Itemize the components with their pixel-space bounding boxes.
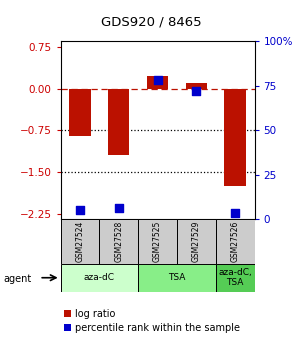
Text: aza-dC,
TSA: aza-dC, TSA [218,268,252,287]
Text: GSM27528: GSM27528 [114,221,123,262]
Bar [138,264,216,292]
Text: GSM27525: GSM27525 [153,221,162,262]
Bar [225,89,246,186]
Text: GSM27526: GSM27526 [231,221,240,262]
Text: percentile rank within the sample: percentile rank within the sample [75,324,240,333]
Bar [65,310,71,317]
Bar [177,219,216,264]
Bar [69,89,91,136]
Bar [61,219,99,264]
Text: GSM27524: GSM27524 [75,221,85,262]
Bar [216,219,255,264]
Text: aza-dC: aza-dC [84,273,115,282]
Text: log ratio: log ratio [75,309,115,319]
Bar [61,264,138,292]
Text: GDS920 / 8465: GDS920 / 8465 [101,16,202,29]
Bar [138,219,177,264]
Bar [65,324,71,331]
Point [78,207,82,213]
Bar [108,89,129,155]
Text: agent: agent [3,275,31,284]
Point [155,78,160,83]
Point [233,210,238,216]
Text: TSA: TSA [168,273,186,282]
Bar [147,76,168,89]
Point [116,206,121,211]
Bar [186,83,207,89]
Point [194,88,199,94]
Bar [99,219,138,264]
Text: GSM27529: GSM27529 [192,221,201,262]
Bar [216,264,255,292]
